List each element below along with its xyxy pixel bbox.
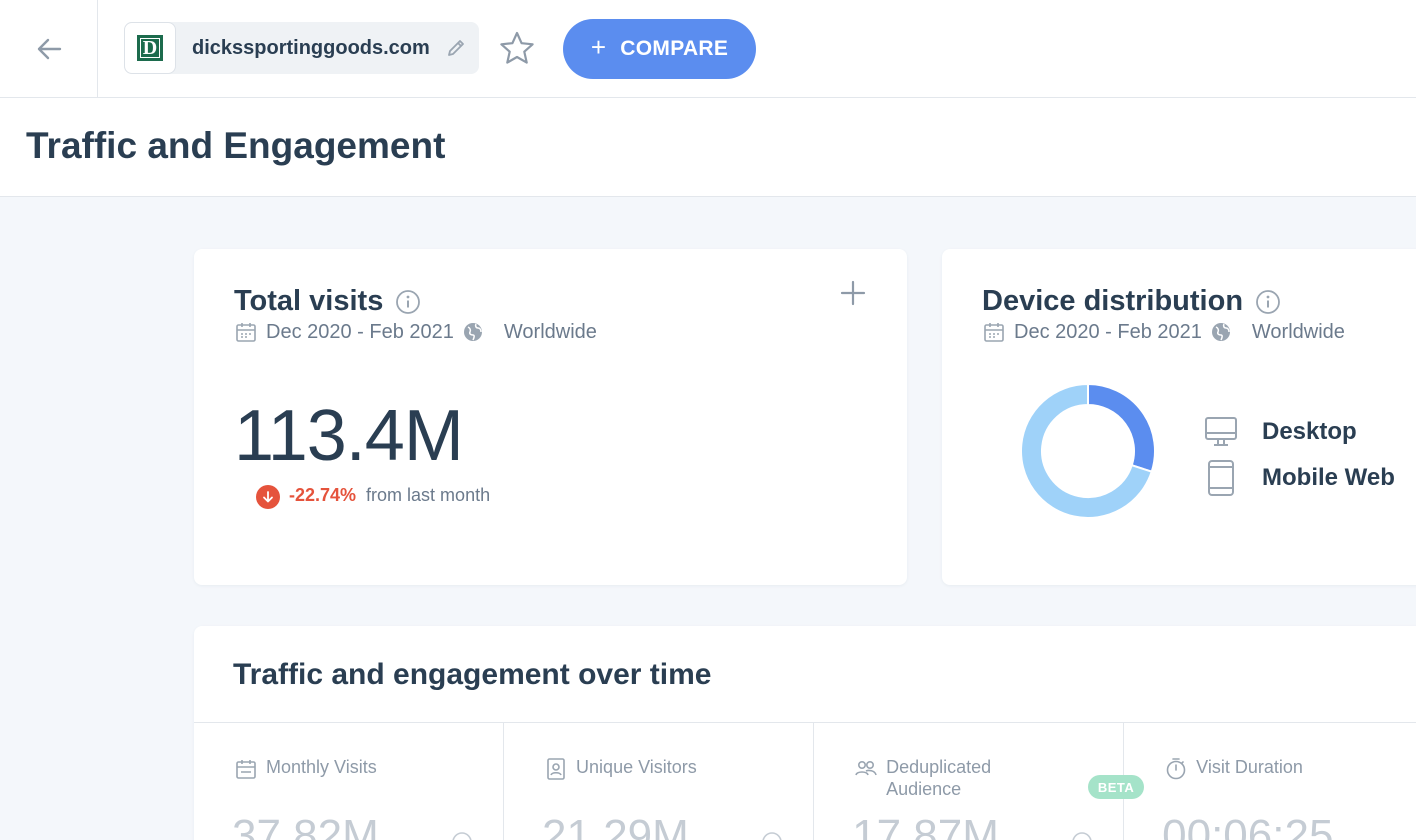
change-text: from last month	[366, 484, 491, 505]
device-meta: Dec 2020 - Feb 2021 Worldwide	[982, 320, 1345, 344]
compare-label: COMPARE	[620, 37, 729, 60]
metric-label: Unique Visitors	[576, 757, 697, 777]
change-percent: -22.74%	[289, 484, 357, 505]
change-indicator: -22.74% from last month	[256, 481, 490, 509]
legend-mobile: Mobile Web	[1204, 455, 1395, 501]
users-icon	[855, 761, 877, 776]
date-range: Dec 2020 - Feb 2021	[266, 320, 454, 343]
arrow-down-icon	[256, 485, 280, 509]
calendar-icon	[984, 323, 1004, 342]
donut-slice-mobile-web[interactable]	[1020, 383, 1153, 519]
calendar-icon	[236, 323, 256, 342]
total-visits-title: Total visits	[234, 285, 384, 317]
metric-visit-duration[interactable]: Visit Duration 00:06:25	[1124, 723, 1416, 840]
info-icon[interactable]	[1071, 831, 1093, 840]
metric-deduplicated-audience[interactable]: Deduplicated Audience BETA 17.87M	[814, 723, 1145, 840]
device-distribution-card: Device distribution Dec 2020 - Feb 2021 …	[942, 249, 1416, 585]
metric-label: Monthly Visits	[266, 757, 377, 777]
add-icon[interactable]	[839, 279, 867, 307]
metric-value: 21.29M	[542, 811, 689, 840]
top-bar: D dickssportinggoods.com + COMPARE	[0, 0, 1416, 98]
metric-value: 37.82M	[232, 811, 379, 840]
site-selector[interactable]: D dickssportinggoods.com	[124, 22, 479, 74]
traffic-over-time-card: Traffic and engagement over time Monthly…	[194, 626, 1416, 840]
id-card-icon	[547, 758, 565, 780]
device-donut-chart	[1020, 383, 1156, 519]
compare-button[interactable]: + COMPARE	[563, 19, 756, 79]
donut-slice-desktop[interactable]	[1087, 383, 1156, 473]
site-name: dickssportinggoods.com	[192, 36, 430, 59]
metric-unique-visitors[interactable]: Unique Visitors 21.29M	[504, 723, 815, 840]
phone-icon	[1208, 460, 1234, 496]
metric-header: Deduplicated Audience	[854, 756, 1016, 800]
back-button[interactable]	[0, 0, 98, 97]
metrics-row: Monthly Visits 37.82M Unique Visitors 21…	[194, 722, 1416, 840]
title-bar: Traffic and Engagement	[0, 98, 1416, 197]
region: Worldwide	[1251, 320, 1345, 343]
globe-icon	[463, 323, 482, 341]
info-icon[interactable]	[395, 289, 421, 315]
monitor-icon	[1205, 417, 1237, 446]
plus-icon: +	[590, 32, 607, 62]
metric-monthly-visits[interactable]: Monthly Visits 37.82M	[194, 723, 505, 840]
metric-header: Visit Duration	[1164, 756, 1303, 781]
info-icon[interactable]	[1255, 289, 1281, 315]
calendar-icon	[236, 760, 256, 779]
region: Worldwide	[503, 320, 597, 343]
metric-value: 00:06:25	[1162, 811, 1334, 840]
legend-label: Desktop	[1262, 418, 1357, 445]
device-legend: Desktop Mobile Web	[1204, 409, 1395, 501]
legend-label: Mobile Web	[1262, 464, 1395, 491]
total-visits-title-row: Total visits	[234, 285, 421, 318]
metric-header: Unique Visitors	[544, 756, 697, 781]
date-range: Dec 2020 - Feb 2021	[1014, 320, 1202, 343]
legend-desktop: Desktop	[1204, 409, 1395, 455]
globe-icon	[1211, 323, 1230, 341]
metric-header: Monthly Visits	[234, 756, 377, 781]
favicon-letter: D	[137, 35, 163, 61]
arrow-left-icon	[37, 38, 61, 59]
info-icon[interactable]	[451, 831, 473, 840]
device-title-row: Device distribution	[982, 285, 1281, 318]
traffic-over-time-title: Traffic and engagement over time	[233, 658, 712, 691]
device-distribution-title: Device distribution	[982, 285, 1244, 317]
metric-value: 17.87M	[852, 811, 999, 840]
metric-label: Visit Duration	[1196, 757, 1303, 777]
page-title: Traffic and Engagement	[26, 125, 446, 166]
total-visits-card: Total visits Dec 2020 - Feb 2021 Worldwi…	[194, 249, 907, 585]
stopwatch-icon	[1166, 758, 1186, 780]
total-visits-meta: Dec 2020 - Feb 2021 Worldwide	[234, 320, 597, 344]
pencil-icon[interactable]	[445, 37, 467, 59]
star-icon[interactable]	[498, 30, 536, 68]
beta-badge: BETA	[1088, 775, 1145, 799]
site-favicon: D	[124, 22, 176, 74]
metric-label: Deduplicated Audience	[886, 757, 992, 799]
info-icon[interactable]	[761, 831, 783, 840]
total-visits-value: 113.4M	[234, 396, 464, 476]
